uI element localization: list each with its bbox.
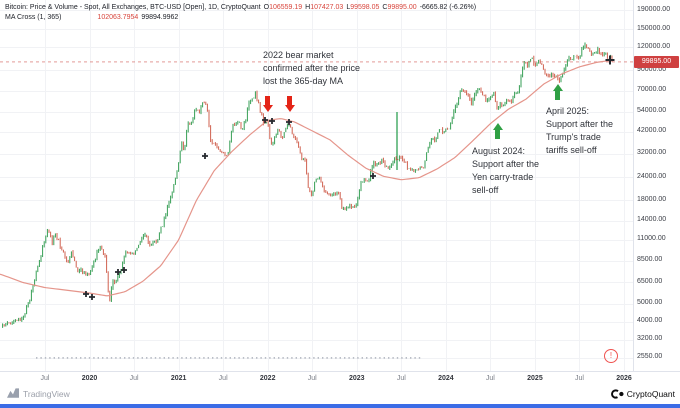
indicator-value-1: 102063.7954 (97, 14, 139, 21)
warning-icon[interactable]: ! (604, 349, 618, 363)
price-axis-border (633, 0, 634, 371)
high-value: 107427.03 (310, 4, 344, 11)
price-axis-label: 8500.00 (637, 256, 663, 264)
time-axis-label: 2026 (616, 375, 632, 382)
tradingview-attribution[interactable]: TradingView (7, 388, 70, 399)
open-label: O (263, 4, 270, 11)
time-axis-label: Jul (396, 375, 406, 382)
arrow-stem (287, 96, 292, 105)
time-axis-label: Jul (485, 375, 495, 382)
time-axis-label: 2020 (81, 375, 98, 382)
indicator-value-2: 99894.9962 (141, 14, 179, 21)
time-axis-label: 2025 (527, 375, 543, 382)
arrow-head (284, 105, 295, 112)
indicator-legend-row[interactable]: MA Cross (1, 365) 102063.7954 99894.9962 (5, 13, 476, 23)
price-axis-label: 4000.00 (637, 317, 663, 325)
close-label: C (382, 4, 388, 11)
time-axis-border (0, 371, 680, 372)
time-axis-label: Jul (218, 375, 228, 382)
annotation-april-2025: April 2025: Support after the Trump's tr… (546, 106, 614, 155)
low-label: L (346, 4, 351, 11)
time-axis[interactable]: Jul 2020 Jul 2021 Jul 2022 Jul 2023 Jul 2024 Jul 20… (0, 372, 680, 386)
price-axis[interactable]: 190000.00 150000.00 120000.00 90000.00 70000… (634, 0, 680, 371)
price-axis-label: 18000.00 (637, 195, 667, 203)
open-value: 106559.19 (269, 4, 303, 11)
time-axis-label: Jul (574, 375, 584, 382)
last-price-badge: 99895.00 (634, 55, 679, 68)
low-value: 99598.05 (350, 4, 380, 11)
tradingview-label: TradingView (23, 388, 70, 399)
time-axis-label: Jul (40, 375, 50, 382)
time-axis-label: Jul (129, 375, 139, 382)
price-axis-label: 150000.00 (637, 24, 671, 32)
cryptoquant-logo-icon (610, 389, 624, 399)
high-label: H (305, 4, 311, 11)
time-axis-label: 2023 (348, 375, 365, 382)
change-value: -6665.82 (-6.26%) (419, 4, 477, 11)
symbol-legend-row[interactable]: Bitcoin: Price & Volume - Spot, All Exch… (5, 3, 476, 13)
time-axis-label: 2021 (170, 375, 187, 382)
annotation-august-2024: August 2024: Support after the Yen carry… (472, 146, 540, 195)
time-axis-label: 2022 (259, 375, 276, 382)
cryptoquant-attribution: CryptoQuant (610, 388, 675, 400)
price-axis-label: 54000.00 (637, 107, 667, 115)
red-down-arrow-icon (262, 96, 273, 112)
price-axis-label: 120000.00 (637, 42, 671, 50)
annotation-2022-bear-market: 2022 bear market confirmed after the pri… (263, 50, 361, 86)
green-up-arrow-icon (492, 123, 503, 139)
price-axis-label: 24000.00 (637, 172, 667, 180)
green-up-arrow-icon (552, 84, 563, 100)
price-axis-label: 5000.00 (637, 299, 663, 307)
bottom-banner (0, 404, 680, 408)
time-axis-label: Jul (307, 375, 317, 382)
arrow-stem (495, 130, 500, 139)
price-axis-label: 6500.00 (637, 277, 663, 285)
price-axis-label: 3200.00 (637, 335, 663, 343)
arrow-head (492, 123, 503, 130)
indicator-title: MA Cross (1, 365) (5, 14, 62, 21)
red-down-arrow-icon (284, 96, 295, 112)
symbol-title: Bitcoin: Price & Volume - Spot, All Exch… (5, 4, 261, 11)
tradingview-logo-icon (7, 388, 19, 398)
price-axis-label: 90000.00 (637, 65, 667, 73)
arrow-head (552, 84, 563, 91)
price-axis-label: 32000.00 (637, 149, 667, 157)
price-axis-label: 190000.00 (637, 5, 671, 13)
price-axis-label: 42000.00 (637, 127, 667, 135)
price-axis-label: 11000.00 (637, 235, 666, 243)
time-axis-label: 2024 (438, 375, 454, 382)
arrow-stem (555, 91, 560, 100)
arrow-head (262, 105, 273, 112)
close-value: 99895.00 (387, 4, 417, 11)
price-axis-label: 2550.00 (637, 353, 663, 361)
cryptoquant-label: CryptoQuant (626, 389, 675, 399)
price-axis-label: 14000.00 (637, 216, 667, 224)
legend: Bitcoin: Price & Volume - Spot, All Exch… (5, 3, 476, 23)
arrow-stem (265, 96, 270, 105)
price-axis-label: 70000.00 (637, 86, 667, 94)
